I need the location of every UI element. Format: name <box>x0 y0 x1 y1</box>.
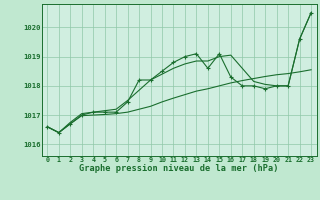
X-axis label: Graphe pression niveau de la mer (hPa): Graphe pression niveau de la mer (hPa) <box>79 164 279 173</box>
